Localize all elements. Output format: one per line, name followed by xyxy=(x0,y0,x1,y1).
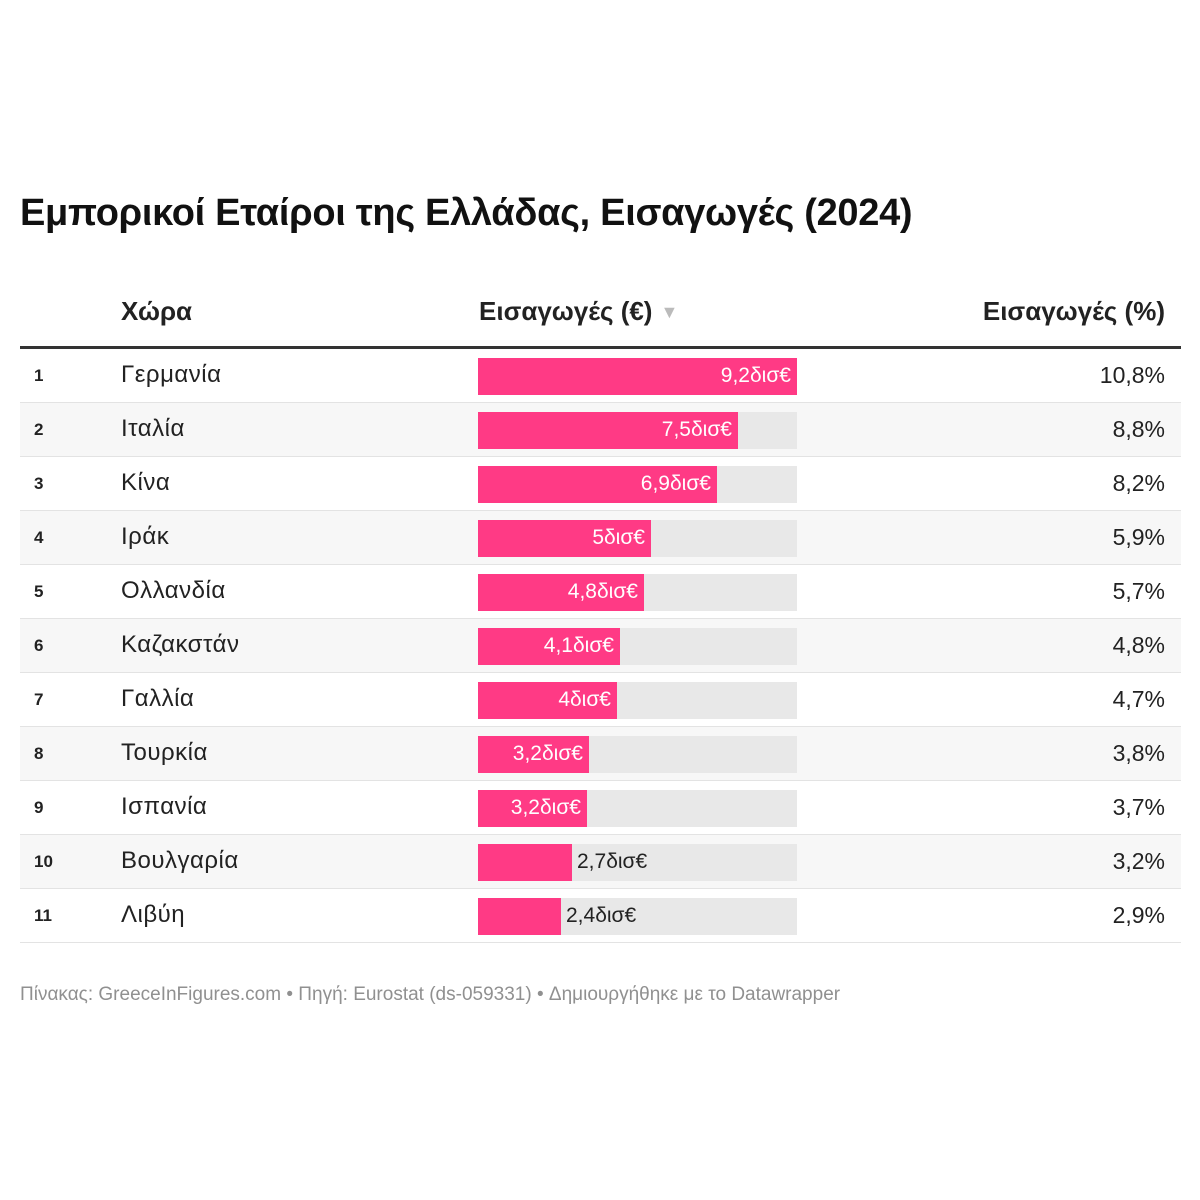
bar xyxy=(478,736,589,773)
bar-value-label: 5δισ€ xyxy=(592,526,645,549)
bar-track: 6,9δισ€ xyxy=(478,466,797,503)
table-row: 4 Ιράκ 5δισ€ 5,9% xyxy=(20,511,1181,565)
table-row: 11 Λιβύη 2,4δισ€ 2,9% xyxy=(20,889,1181,943)
bar xyxy=(478,358,797,395)
table-row: 5 Ολλανδία 4,8δισ€ 5,7% xyxy=(20,565,1181,619)
row-percent: 5,9% xyxy=(1112,524,1165,550)
row-country: Λιβύη xyxy=(121,901,186,928)
row-percent: 3,8% xyxy=(1112,740,1165,766)
bar-track: 2,7δισ€ xyxy=(478,844,797,881)
row-percent: 3,7% xyxy=(1112,794,1165,820)
bar-track: 7,5δισ€ xyxy=(478,412,797,449)
bar-value-label: 4δισ€ xyxy=(558,688,611,711)
row-country: Τουρκία xyxy=(121,739,208,766)
table-row: 1 Γερμανία 9,2δισ€ 10,8% xyxy=(20,349,1181,403)
bar-value-label: 6,9δισ€ xyxy=(640,472,711,495)
bar xyxy=(478,466,717,503)
bar-value-label: 2,4δισ€ xyxy=(566,904,637,927)
row-country: Κίνα xyxy=(121,469,171,496)
row-country: Ιράκ xyxy=(121,523,170,550)
row-country: Βουλγαρία xyxy=(121,847,239,874)
bar-value-label: 7,5δισ€ xyxy=(661,418,732,441)
bar-track: 3,2δισ€ xyxy=(478,736,797,773)
table-row: 10 Βουλγαρία 2,7δισ€ 3,2% xyxy=(20,835,1181,889)
row-country: Ολλανδία xyxy=(121,577,226,604)
row-rank: 5 xyxy=(34,582,44,601)
sort-descending-icon[interactable]: ▼ xyxy=(660,302,679,322)
table-body: 1 Γερμανία 9,2δισ€ 10,8% 2 Ιταλία 7,5δισ€ 8,8% 3… xyxy=(20,349,1181,943)
footer-source: Πίνακας: GreeceInFigures.com • Πηγή: Eur… xyxy=(20,984,841,1005)
bar-value-label: 9,2δισ€ xyxy=(720,364,791,387)
bar-value-label: 3,2δισ€ xyxy=(510,796,581,819)
row-country: Γερμανία xyxy=(121,361,222,388)
header-imports-value[interactable]: Εισαγωγές (€) ▼ xyxy=(479,296,678,327)
bar-value-label: 2,7δισ€ xyxy=(577,850,648,873)
bar xyxy=(478,898,561,935)
bar-track: 2,4δισ€ xyxy=(478,898,797,935)
bar-value-label: 4,1δισ€ xyxy=(543,634,614,657)
row-percent: 10,8% xyxy=(1099,362,1165,388)
header-country[interactable]: Χώρα xyxy=(121,296,193,326)
row-country: Καζακστάν xyxy=(121,631,240,658)
row-percent: 3,2% xyxy=(1112,848,1165,874)
row-rank: 1 xyxy=(34,366,44,385)
table-row: 9 Ισπανία 3,2δισ€ 3,7% xyxy=(20,781,1181,835)
bar xyxy=(478,844,572,881)
row-rank: 3 xyxy=(34,474,44,493)
row-percent: 2,9% xyxy=(1112,902,1165,928)
bar-track: 9,2δισ€ xyxy=(478,358,797,395)
bar-track: 4,8δισ€ xyxy=(478,574,797,611)
row-percent: 4,7% xyxy=(1112,686,1165,712)
bar-track: 4,1δισ€ xyxy=(478,628,797,665)
bar-track: 5δισ€ xyxy=(478,520,797,557)
row-percent: 4,8% xyxy=(1112,632,1165,658)
row-rank: 2 xyxy=(34,420,44,439)
bar xyxy=(478,412,738,449)
bar-value-label: 3,2δισ€ xyxy=(512,742,583,765)
table-row: 8 Τουρκία 3,2δισ€ 3,8% xyxy=(20,727,1181,781)
bar-track: 4δισ€ xyxy=(478,682,797,719)
table-row: 7 Γαλλία 4δισ€ 4,7% xyxy=(20,673,1181,727)
bar-value-label: 4,8δισ€ xyxy=(567,580,638,603)
row-percent: 8,8% xyxy=(1112,416,1165,442)
row-percent: 8,2% xyxy=(1112,470,1165,496)
row-country: Ισπανία xyxy=(121,793,208,820)
row-rank: 9 xyxy=(34,798,44,817)
row-rank: 4 xyxy=(34,528,44,547)
table-row: 3 Κίνα 6,9δισ€ 8,2% xyxy=(20,457,1181,511)
bar xyxy=(478,520,651,557)
row-country: Γαλλία xyxy=(121,685,195,712)
table-row: 2 Ιταλία 7,5δισ€ 8,8% xyxy=(20,403,1181,457)
row-rank: 8 xyxy=(34,744,44,763)
row-rank: 11 xyxy=(34,906,52,925)
header-imports-percent[interactable]: Εισαγωγές (%) xyxy=(982,296,1165,326)
row-country: Ιταλία xyxy=(121,415,185,442)
chart-title: Εμπορικοί Εταίροι της Ελλάδας, Εισαγωγές… xyxy=(20,192,913,234)
bar xyxy=(478,682,617,719)
bar xyxy=(478,790,587,827)
bar xyxy=(478,628,620,665)
row-percent: 5,7% xyxy=(1112,578,1165,604)
header-imports-value-label: Εισαγωγές (€) xyxy=(479,296,653,326)
row-rank: 10 xyxy=(34,852,53,871)
row-rank: 7 xyxy=(34,690,44,709)
table-row: 6 Καζακστάν 4,1δισ€ 4,8% xyxy=(20,619,1181,673)
bar xyxy=(478,574,644,611)
row-rank: 6 xyxy=(34,636,44,655)
bar-track: 3,2δισ€ xyxy=(478,790,797,827)
table-header: Χώρα Εισαγωγές (€) ▼ Εισαγωγές (%) xyxy=(20,292,1181,349)
